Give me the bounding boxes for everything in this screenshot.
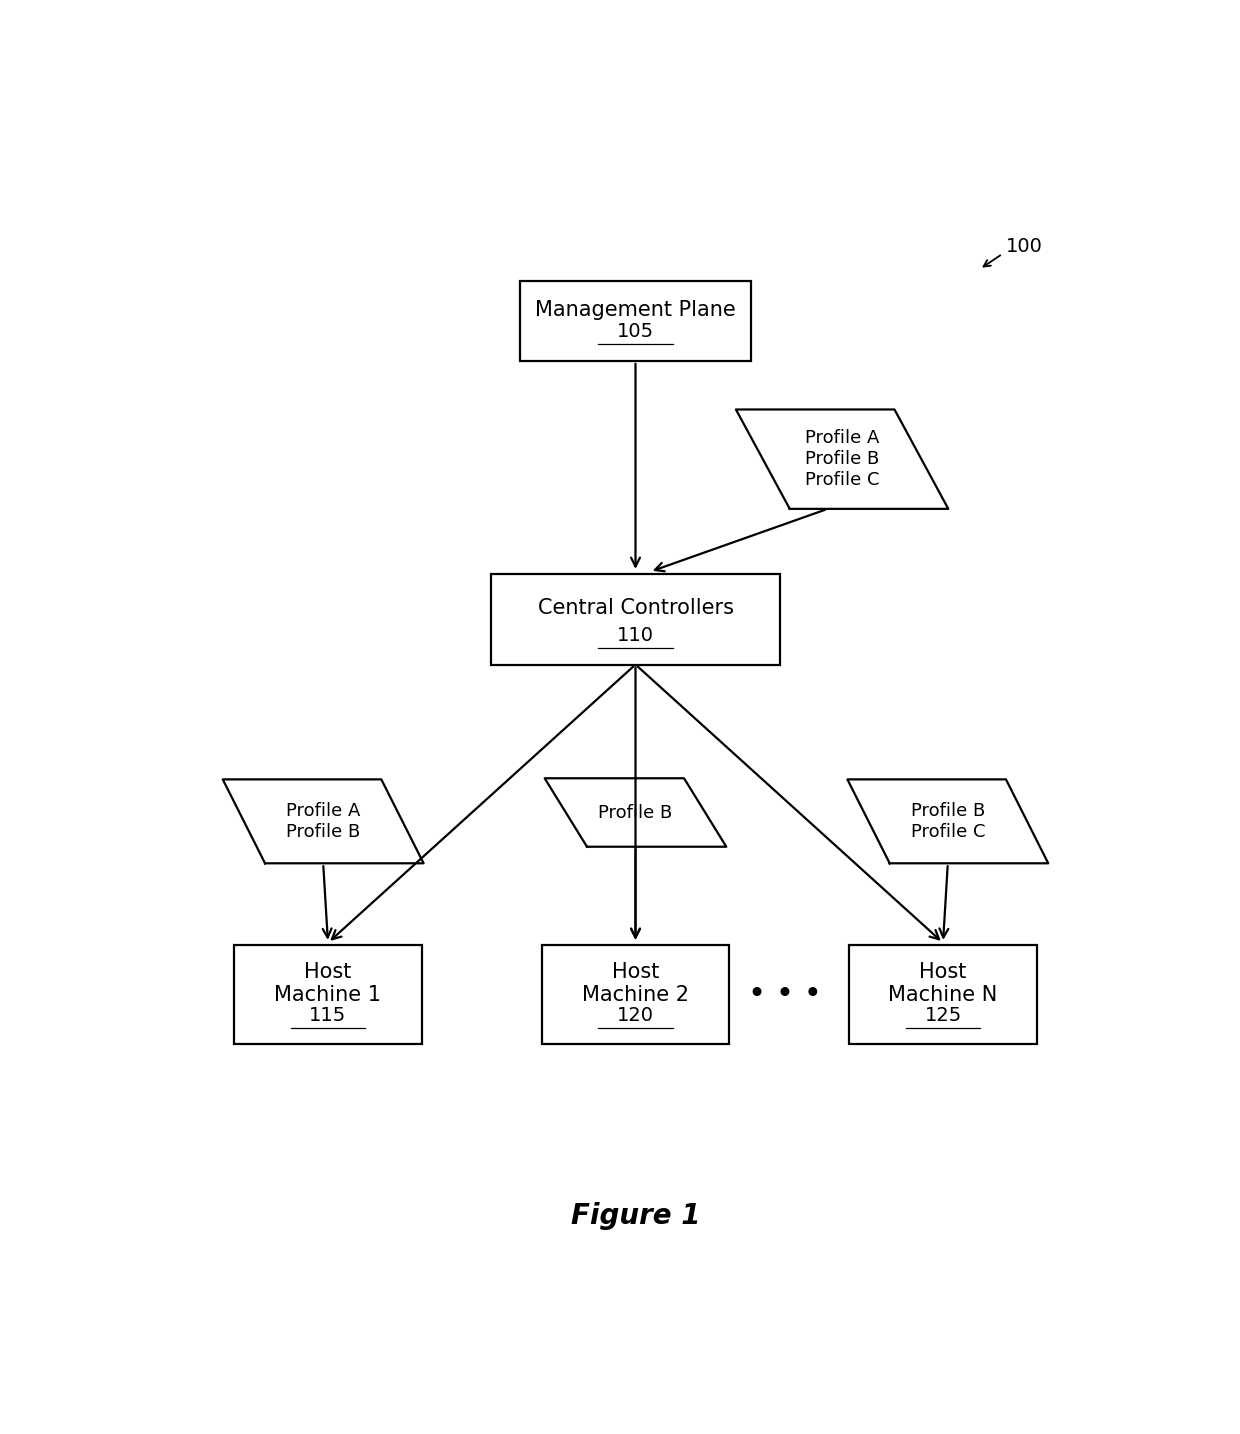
Polygon shape [735,410,949,509]
Polygon shape [847,780,1048,863]
Text: Profile B: Profile B [599,803,672,822]
Text: Profile B
Profile C: Profile B Profile C [910,802,985,840]
Text: 115: 115 [309,1005,347,1024]
Text: Management Plane: Management Plane [536,300,735,320]
Polygon shape [544,779,727,846]
Text: Host
Machine 1: Host Machine 1 [274,962,382,1005]
Text: Central Controllers: Central Controllers [537,598,734,618]
Bar [542,945,729,1044]
Text: Profile A
Profile B
Profile C: Profile A Profile B Profile C [805,429,879,489]
Bar [491,574,780,664]
Text: Host
Machine 2: Host Machine 2 [582,962,689,1005]
Text: Host
Machine N: Host Machine N [888,962,998,1005]
Text: Figure 1: Figure 1 [570,1202,701,1229]
Text: 100: 100 [1006,237,1043,255]
Polygon shape [223,780,424,863]
Text: Profile A
Profile B: Profile A Profile B [286,802,361,840]
Bar [849,945,1037,1044]
Text: • • •: • • • [748,981,821,1010]
Text: 125: 125 [924,1005,962,1024]
Text: 120: 120 [618,1005,653,1024]
Text: 105: 105 [618,323,653,341]
Bar [521,281,751,361]
Text: 110: 110 [618,625,653,645]
Bar [234,945,422,1044]
